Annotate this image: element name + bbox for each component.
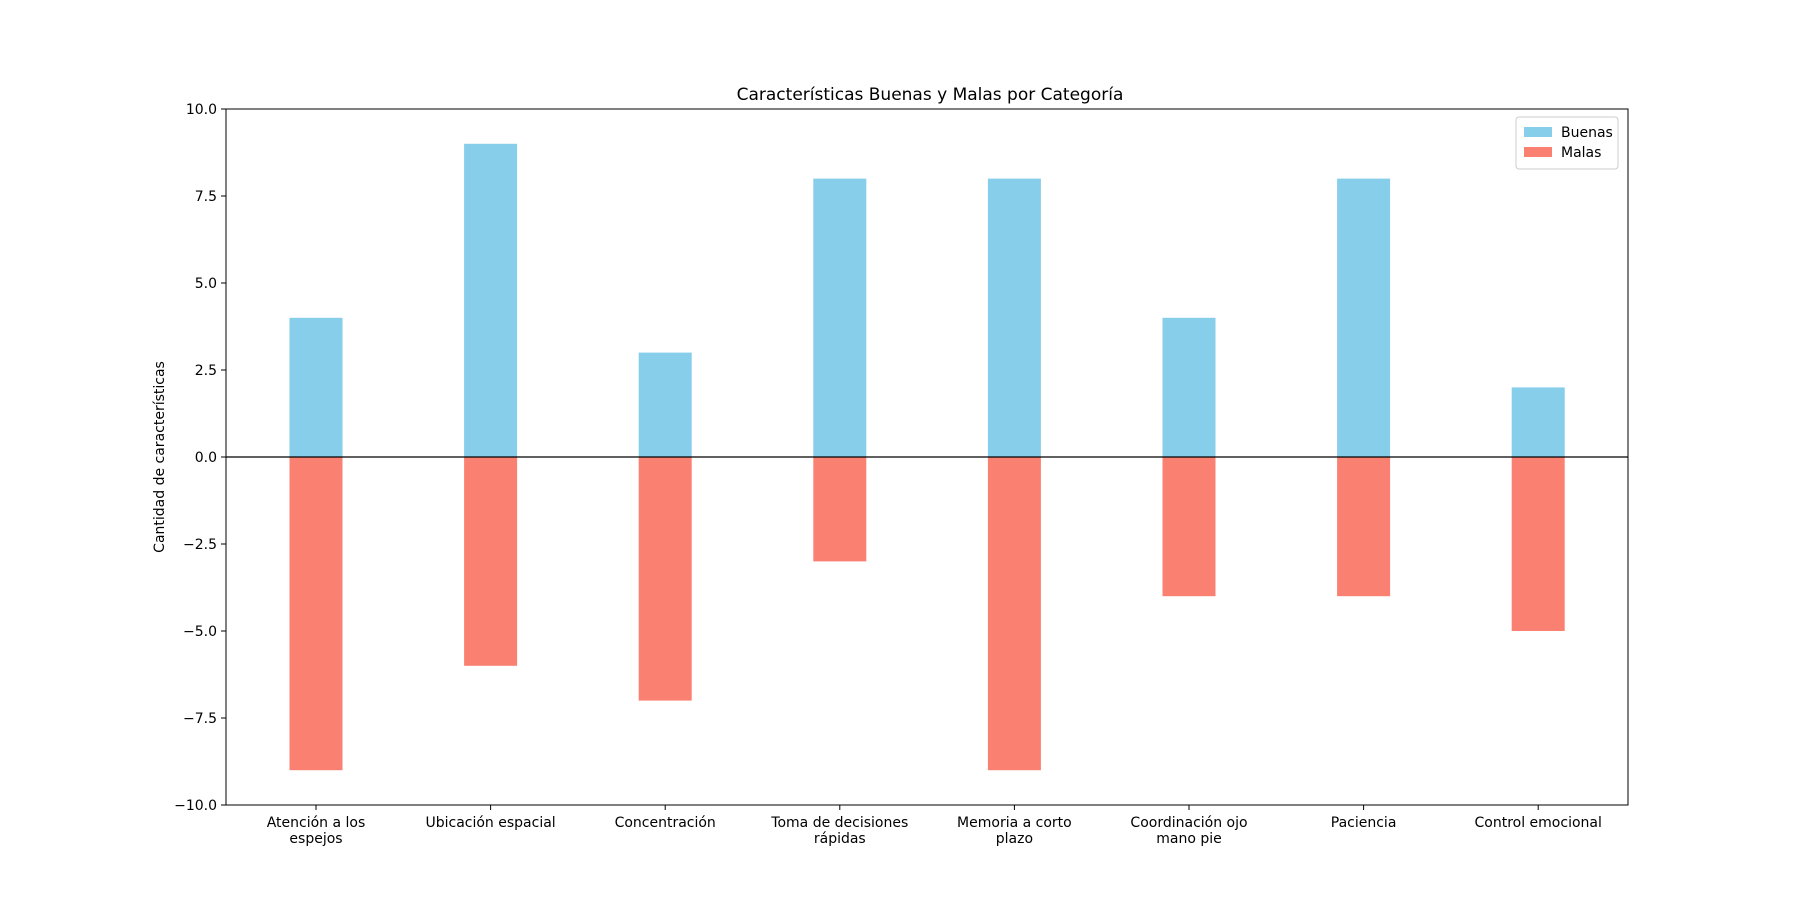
x-tick-label: Ubicación espacial xyxy=(425,815,555,831)
x-tick-label-line: Ubicación espacial xyxy=(425,815,555,831)
x-tick-label-line: Memoria a corto xyxy=(957,815,1072,831)
bar-buenas-4 xyxy=(987,178,1041,457)
x-tick-label-line: Paciencia xyxy=(1331,815,1397,831)
bar-buenas-1 xyxy=(464,143,518,458)
x-tick-label-line: Control emocional xyxy=(1475,815,1602,831)
x-tick-label: Concentración xyxy=(615,815,716,831)
x-tick-label-line: Concentración xyxy=(615,815,716,831)
x-tick-label: Control emocional xyxy=(1475,815,1602,831)
x-tick-label-line: Toma de decisiones xyxy=(770,815,908,831)
bar-malas-2 xyxy=(638,457,692,701)
legend-label-buenas: Buenas xyxy=(1561,125,1613,141)
bar-malas-7 xyxy=(1511,457,1565,631)
x-tick-label-line: Atención a los xyxy=(267,815,366,831)
plot-frame xyxy=(225,108,1629,806)
bars-layer xyxy=(289,143,1565,771)
bar-malas-5 xyxy=(1162,457,1216,597)
legend-swatch-malas xyxy=(1524,147,1552,157)
y-tick-label: 7.5 xyxy=(195,189,217,205)
y-tick-label: −10.0 xyxy=(174,798,217,814)
y-tick-label: 2.5 xyxy=(195,363,217,379)
chart-title: Características Buenas y Malas por Categ… xyxy=(737,85,1124,105)
x-tick-label-line: Coordinación ojo xyxy=(1130,815,1247,831)
y-axis-label: Cantidad de características xyxy=(152,361,168,553)
bar-buenas-6 xyxy=(1337,178,1391,457)
bar-buenas-2 xyxy=(638,352,692,457)
y-tick-label: −7.5 xyxy=(183,711,217,727)
bar-buenas-0 xyxy=(289,317,343,457)
x-tick-label-line: plazo xyxy=(996,831,1033,847)
x-tick-label-line: espejos xyxy=(289,831,342,847)
y-tick-label: 0.0 xyxy=(195,450,217,466)
x-axis-ticks: Atención a los espejos Ubicación espacial C… xyxy=(267,805,1602,847)
x-tick-label-line: rápidas xyxy=(814,831,866,847)
bar-buenas-3 xyxy=(813,178,867,457)
x-tick-label: Coordinación ojo mano pie xyxy=(1130,815,1247,847)
legend-swatch-buenas xyxy=(1524,127,1552,137)
x-tick-label: Memoria a corto plazo xyxy=(957,815,1072,847)
legend: Buenas Malas xyxy=(1515,116,1619,170)
bar-malas-6 xyxy=(1337,457,1391,597)
y-axis-ticks: −10.0 −7.5 −5.0 −2.5 0.0 2.5 5.0 7.5 10.0 xyxy=(174,102,226,814)
bar-buenas-5 xyxy=(1162,317,1216,457)
bar-malas-3 xyxy=(813,457,867,562)
x-tick-label: Atención a los espejos xyxy=(267,815,366,847)
bar-buenas-7 xyxy=(1511,387,1565,457)
y-tick-label: 10.0 xyxy=(186,102,217,118)
x-tick-label: Toma de decisiones rápidas xyxy=(770,815,908,847)
legend-label-malas: Malas xyxy=(1561,145,1601,161)
bar-malas-0 xyxy=(289,457,343,771)
y-tick-label: −2.5 xyxy=(183,537,217,553)
bar-malas-4 xyxy=(987,457,1041,771)
y-tick-label: −5.0 xyxy=(183,624,217,640)
x-tick-label: Paciencia xyxy=(1331,815,1397,831)
x-tick-label-line: mano pie xyxy=(1156,831,1222,847)
y-tick-label: 5.0 xyxy=(195,276,217,292)
bar-malas-1 xyxy=(464,457,518,666)
